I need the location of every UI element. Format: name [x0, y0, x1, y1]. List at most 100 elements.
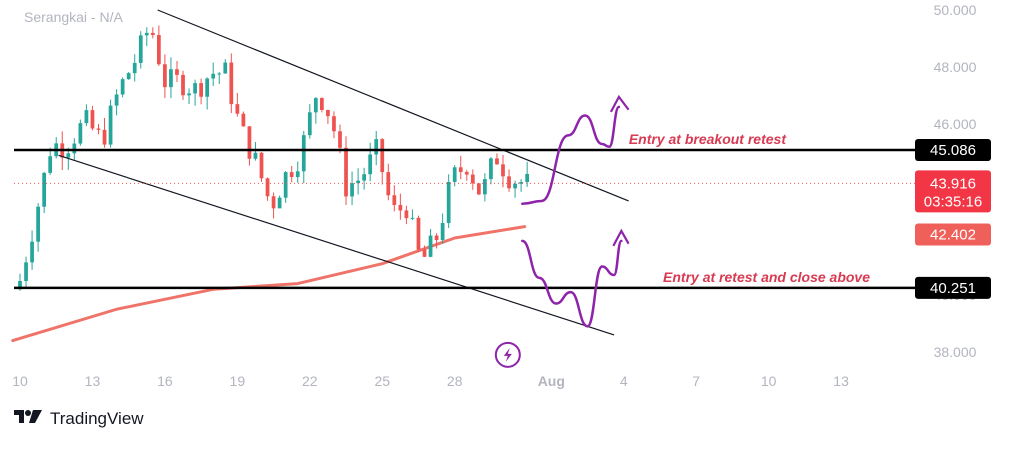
candle: [476, 183, 481, 196]
candle-body: [464, 171, 469, 175]
candle: [54, 137, 59, 159]
candle-body: [30, 241, 34, 263]
candle-body: [156, 35, 161, 65]
candle: [410, 209, 415, 221]
candle: [217, 71, 222, 84]
candle-body: [265, 178, 270, 197]
candle: [277, 195, 282, 209]
candle: [404, 205, 409, 225]
candle: [289, 165, 294, 183]
candle: [326, 109, 330, 124]
candle-body: [458, 167, 463, 172]
candle: [108, 99, 113, 148]
candle: [501, 155, 505, 188]
candle-body: [320, 98, 324, 110]
candle: [519, 179, 523, 192]
candle-body: [410, 217, 415, 219]
candle-body: [362, 174, 367, 181]
candle: [229, 53, 234, 114]
candle-body: [404, 210, 409, 219]
candle-body: [18, 280, 22, 290]
candle: [205, 77, 210, 110]
candle-body: [259, 152, 264, 179]
candle-body: [338, 131, 342, 148]
candle: [126, 72, 131, 80]
candle-body: [344, 147, 348, 197]
x-tick-label: 19: [230, 373, 246, 389]
lower-projection-arrow-icon: [612, 228, 630, 247]
candle: [132, 54, 137, 82]
price-tag-upper: 45.086: [915, 139, 991, 162]
candle-body: [48, 156, 53, 173]
candle: [489, 157, 493, 185]
candle-body: [84, 110, 89, 124]
candle-body: [326, 109, 330, 117]
candle-body: [169, 69, 173, 88]
x-tick-label: 22: [302, 373, 318, 389]
candle-body: [102, 129, 107, 145]
candle-body: [356, 180, 360, 184]
candle: [211, 62, 216, 87]
candle: [386, 163, 391, 201]
candle-body: [114, 94, 119, 106]
candle: [458, 155, 463, 180]
candle: [338, 124, 342, 154]
candle: [223, 59, 228, 74]
candle: [464, 169, 469, 181]
candle-body: [398, 204, 403, 211]
candle-body: [452, 167, 457, 182]
candle: [120, 77, 125, 98]
ma-price-tag-bg: [915, 223, 991, 246]
candle: [380, 138, 385, 185]
annotation-1: Entry at breakout retest: [629, 131, 787, 147]
candle: [199, 78, 203, 105]
candle: [102, 117, 107, 148]
ma-price-tag: 42.402: [915, 223, 991, 246]
candle-body: [440, 223, 445, 241]
candle-body: [446, 181, 451, 224]
candle-body: [392, 195, 397, 205]
candle: [422, 245, 427, 258]
candle: [495, 153, 499, 165]
candle-body: [434, 235, 439, 241]
candle-body: [144, 32, 149, 36]
countdown-value: 03:35:16: [924, 193, 982, 210]
candle-body: [205, 78, 210, 97]
candle: [362, 167, 367, 190]
upper-projection-arrow-icon: [609, 94, 630, 113]
candle: [440, 213, 445, 244]
price-tag-upper-bg: [915, 139, 991, 162]
upper-projection-path: [521, 105, 621, 206]
current-price-value: 43.916: [930, 175, 976, 192]
candle: [332, 111, 336, 139]
candle: [175, 61, 179, 83]
candle-body: [476, 183, 481, 195]
candle-body: [235, 104, 240, 114]
candle-body: [519, 182, 523, 184]
candle: [235, 92, 240, 117]
current-price-tag-bg: [915, 170, 991, 213]
candle: [392, 185, 397, 212]
candle: [507, 169, 511, 192]
candle-body: [42, 172, 47, 207]
candle-body: [193, 83, 197, 94]
x-tick-label: 10: [761, 373, 777, 389]
candle: [150, 27, 155, 39]
candle-body: [422, 249, 427, 257]
candle-body: [416, 217, 421, 250]
moving-average-line: [11, 225, 527, 343]
candle: [398, 193, 403, 220]
candle: [169, 57, 173, 99]
candle-body: [332, 116, 336, 132]
candle: [187, 88, 191, 105]
candle: [313, 97, 318, 124]
tradingview-logo[interactable]: TradingView: [14, 408, 144, 429]
annotation-2: Entry at retest and close above: [663, 269, 870, 285]
candle-body: [386, 172, 391, 196]
symbol-label: Serangkai - N/A: [24, 9, 123, 25]
candle: [241, 111, 246, 127]
candle-body: [138, 35, 143, 63]
